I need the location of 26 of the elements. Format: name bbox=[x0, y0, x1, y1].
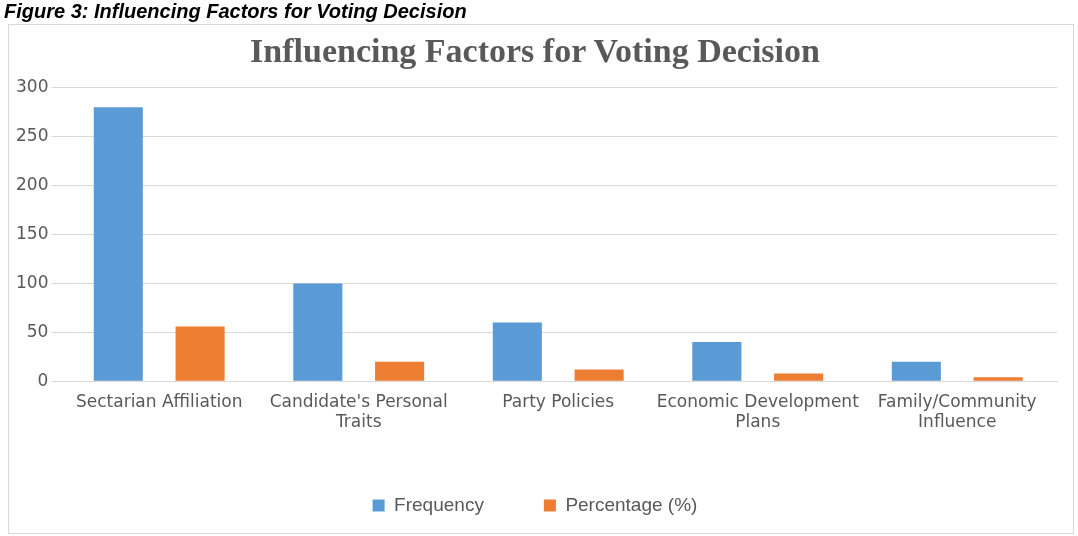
y-tick-label: 0 bbox=[37, 369, 49, 390]
x-tick-label: Family/Community Influence bbox=[877, 390, 1037, 432]
y-tick-label: 250 bbox=[15, 125, 49, 146]
bar bbox=[375, 361, 425, 381]
y-tick-label: 200 bbox=[15, 174, 49, 195]
bar bbox=[973, 377, 1023, 381]
x-tick-label: Candidate's Personal Traits bbox=[269, 390, 448, 432]
bar bbox=[93, 107, 143, 381]
legend-label: Frequency bbox=[394, 493, 485, 515]
y-tick-label: 300 bbox=[15, 76, 49, 97]
bar bbox=[774, 373, 824, 381]
x-tick-label: Economic Development Plans bbox=[656, 390, 860, 432]
x-tick-label: Party Policies bbox=[502, 390, 615, 411]
legend-label: Percentage (%) bbox=[565, 493, 698, 515]
bar bbox=[293, 283, 343, 381]
bar bbox=[891, 361, 941, 381]
bar bbox=[175, 326, 225, 381]
bar bbox=[692, 342, 742, 381]
bar bbox=[492, 322, 542, 381]
caption: Figure 3: Influencing Factors for Voting Decision bbox=[3, 0, 468, 22]
y-tick-label: 100 bbox=[15, 271, 49, 292]
y-tick-label: 50 bbox=[26, 320, 49, 341]
x-tick-label: Sectarian Affiliation bbox=[75, 390, 243, 411]
chart-title: Influencing Factors for Voting Decision bbox=[250, 32, 820, 70]
y-tick-label: 150 bbox=[15, 222, 49, 243]
bar bbox=[574, 369, 624, 381]
